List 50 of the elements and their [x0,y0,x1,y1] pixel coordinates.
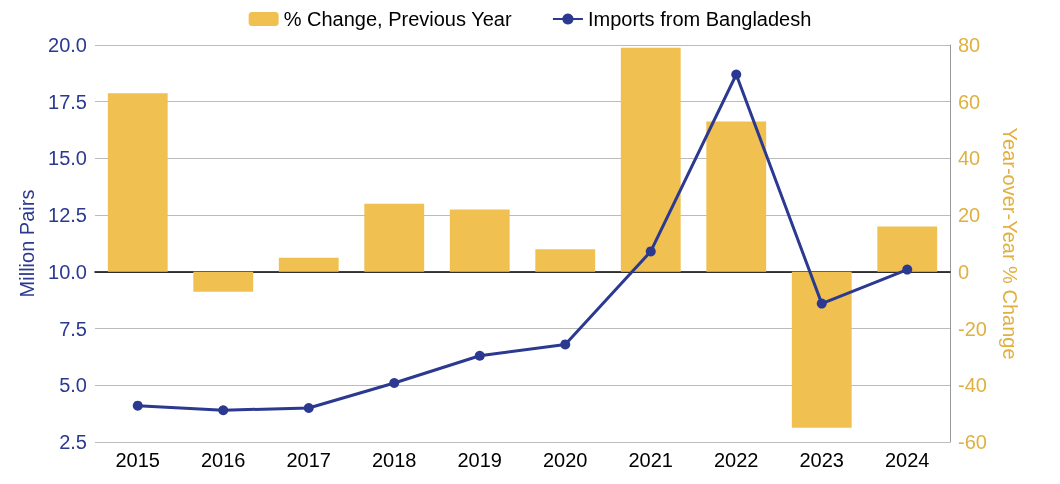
x-tick-label: 2019 [457,449,502,471]
y-tick-label: 5.0 [59,374,87,397]
bar [620,47,681,272]
bar [107,93,168,272]
bar [877,226,938,272]
x-tick-label: 2021 [628,449,673,471]
y2-tick-label: 20 [958,204,981,227]
y-axis-title: Million Pairs [16,189,39,298]
y2-tick-label: 0 [958,260,970,283]
y-tick-label: 12.5 [48,204,87,227]
y2-tick-label: 80 [958,34,981,56]
point [731,69,742,80]
point [560,339,571,350]
x-tick-label: 2016 [201,449,246,471]
x-tick-label: 2018 [372,449,417,471]
y-tick-label: 20.0 [48,34,87,56]
point [474,350,485,361]
point [132,400,143,411]
x-tick-label: 2024 [885,449,930,471]
point [218,405,229,416]
bar [193,271,254,292]
point [902,264,913,275]
y2-tick-label: 60 [958,90,981,113]
y2-tick-label: 40 [958,147,981,170]
bar [278,257,339,272]
y2-tick-label: -20 [958,317,987,340]
x-tick-label: 2020 [543,449,588,471]
x-tick-label: 2015 [115,449,160,471]
x-tick-label: 2022 [714,449,759,471]
bar [791,271,852,428]
x-tick-label: 2023 [799,449,844,471]
bar [364,203,425,272]
y-tick-label: 2.5 [59,431,87,453]
y-tick-label: 15.0 [48,147,87,170]
bar [535,249,596,272]
x-tick-label: 2017 [286,449,331,471]
y2-tick-label: -60 [958,431,987,453]
point [645,246,656,257]
point [816,298,827,309]
point [389,378,400,389]
y2-axis-title: Year-over-Year % Change [999,127,1021,360]
y-tick-label: 17.5 [48,90,87,113]
legend-label: Imports from Bangladesh [587,8,812,30]
y-tick-label: 7.5 [59,317,87,340]
bar [449,209,510,272]
y2-tick-label: -40 [958,374,987,397]
y-tick-label: 10.0 [48,260,87,283]
point [303,402,314,413]
bar [706,121,767,272]
legend-label: % Change, Previous Year [283,8,512,30]
